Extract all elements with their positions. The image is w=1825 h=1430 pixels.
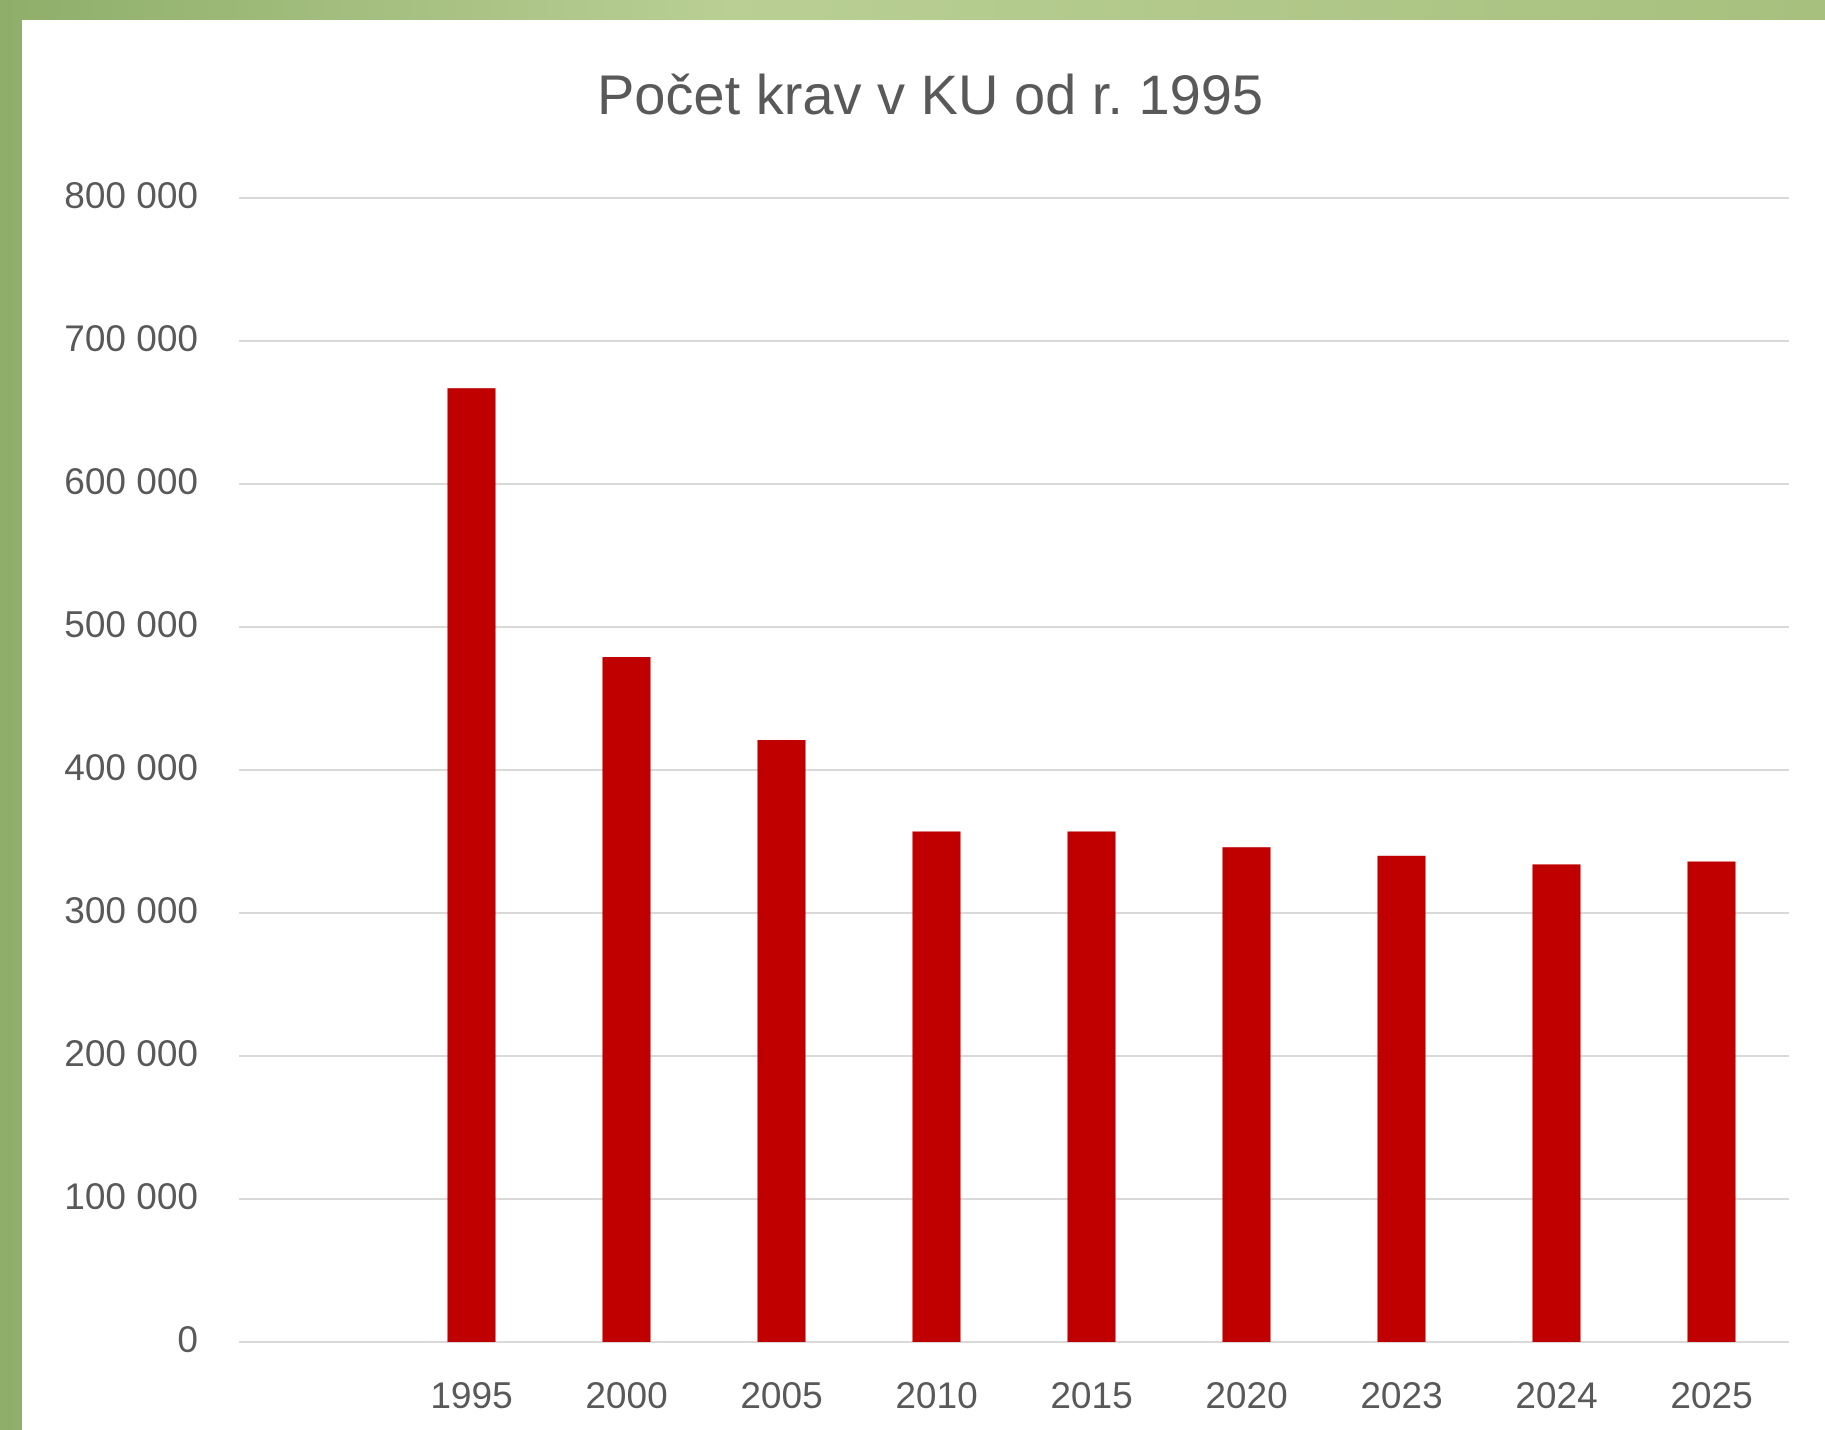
x-tick-label: 2010 — [895, 1375, 977, 1416]
x-tick-label: 2015 — [1050, 1375, 1132, 1416]
y-tick-label: 0 — [177, 1319, 198, 1360]
x-tick-label: 2000 — [585, 1375, 667, 1416]
bar — [1687, 862, 1735, 1342]
y-tick-label: 500 000 — [64, 604, 198, 645]
y-tick-label: 600 000 — [64, 461, 198, 502]
bar — [1377, 856, 1425, 1342]
bar — [757, 740, 805, 1342]
y-tick-label: 100 000 — [64, 1176, 198, 1217]
page: Počet krav v KU od r. 1995 0 100 000 200 0… — [0, 0, 1825, 1430]
chart: Počet krav v KU od r. 1995 0 100 000 200 0… — [0, 0, 1825, 1430]
x-tick-label: 2025 — [1670, 1375, 1752, 1416]
x-tick-label: 2005 — [740, 1375, 822, 1416]
y-tick-label: 700 000 — [64, 318, 198, 359]
y-tick-label: 400 000 — [64, 747, 198, 788]
bar — [912, 831, 960, 1342]
chart-title: Počet krav v KU od r. 1995 — [597, 63, 1263, 126]
y-tick-label: 800 000 — [64, 175, 198, 216]
bar — [602, 657, 650, 1342]
x-tick-label: 2024 — [1515, 1375, 1597, 1416]
x-tick-label: 2023 — [1360, 1375, 1442, 1416]
x-tick-label: 1995 — [430, 1375, 512, 1416]
bar — [1532, 864, 1580, 1342]
bar — [1222, 847, 1270, 1342]
y-tick-label: 300 000 — [64, 890, 198, 931]
bar — [447, 388, 495, 1342]
y-tick-label: 200 000 — [64, 1033, 198, 1074]
x-tick-label: 2020 — [1205, 1375, 1287, 1416]
bar — [1067, 831, 1115, 1342]
